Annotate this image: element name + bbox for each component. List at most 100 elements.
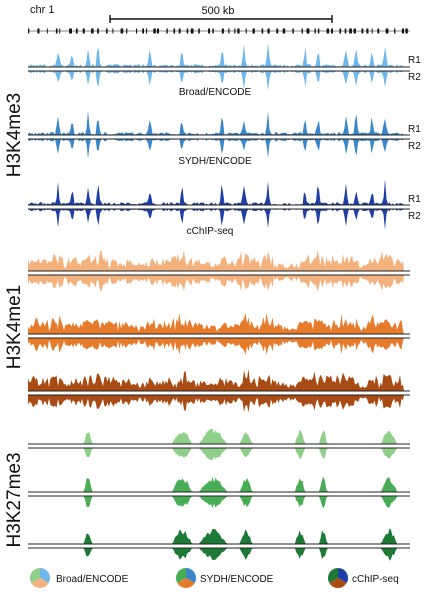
- track-h3k4me1-1: [28, 312, 410, 355]
- gene-tick: [186, 28, 189, 34]
- legend-pie-slice: [31, 578, 49, 588]
- gene-tick: [261, 28, 264, 34]
- gene-tick: [405, 28, 408, 34]
- gene-tick: [212, 28, 214, 34]
- gene-tick: [106, 28, 108, 34]
- gene-tick: [221, 28, 224, 34]
- legend-pie-slice: [186, 568, 196, 583]
- gene-tick: [366, 28, 369, 34]
- gene-tick: [371, 28, 373, 34]
- gene-tick: [276, 28, 279, 34]
- gene-tick: [126, 28, 128, 34]
- replicate-label-r1: R1: [408, 124, 421, 135]
- gene-tick: [385, 28, 389, 34]
- legend-pie-slice: [329, 578, 347, 588]
- gene-tick: [245, 28, 247, 34]
- signal-r2: [28, 338, 404, 355]
- gene-tick: [120, 28, 124, 34]
- gene-tick: [46, 28, 48, 34]
- signal-r1: [28, 250, 404, 271]
- gene-tick: [82, 28, 85, 34]
- group-label-h3k4me1: H3K4me1: [4, 285, 25, 370]
- track-label-sydh: SYDH/ENCODE: [178, 156, 252, 167]
- signal-r2: [28, 275, 404, 292]
- gene-tick: [267, 28, 270, 34]
- gene-tick: [91, 28, 94, 34]
- legend-pie-broad-icon: [30, 568, 50, 588]
- gene-tick: [208, 28, 210, 34]
- track-h3k4me1-2: [28, 369, 410, 413]
- gene-tick: [59, 28, 61, 34]
- track-label-broad: Broad/ENCODE: [179, 87, 252, 98]
- gene-tick: [401, 28, 404, 34]
- signal-tracks: [28, 42, 410, 561]
- gene-tick: [28, 28, 30, 34]
- group-label-h3k4me3: H3K4me3: [4, 93, 25, 178]
- legend-label-sydh: SYDH/ENCODE: [200, 574, 274, 585]
- gene-tick: [228, 28, 230, 34]
- gene-tick: [136, 28, 138, 34]
- gene-tick: [112, 28, 114, 34]
- gene-tick: [166, 28, 168, 34]
- gene-tick: [198, 28, 200, 34]
- gene-tick: [292, 28, 294, 34]
- track-h3k4me1-0: [28, 250, 410, 292]
- signal-r1: [28, 476, 404, 492]
- gene-tick: [377, 28, 380, 34]
- gene-tick: [331, 28, 333, 34]
- gene-tick: [306, 28, 310, 34]
- gene-annotation-track: [28, 28, 410, 34]
- gene-tick: [237, 28, 240, 34]
- signal-r2: [28, 448, 404, 461]
- gene-tick: [282, 28, 286, 34]
- track-label-cchip: cChIP-seq: [187, 226, 234, 237]
- gene-tick: [55, 28, 58, 34]
- gene-tick: [361, 28, 364, 34]
- track-h3k4me3-0: [28, 42, 410, 91]
- gene-tick: [69, 28, 72, 34]
- gene-tick: [349, 28, 352, 34]
- signal-r2: [28, 496, 404, 509]
- chromosome-label: chr 1: [30, 4, 54, 16]
- signal-r1: [28, 428, 404, 444]
- gene-tick: [301, 28, 303, 34]
- gene-tick: [153, 28, 156, 34]
- signal-r1: [28, 312, 404, 334]
- legend-pie-slice: [40, 568, 50, 583]
- signal-r1: [28, 369, 404, 391]
- gene-tick: [326, 28, 330, 34]
- gene-tick: [178, 28, 181, 34]
- legend-label-broad: Broad/ENCODE: [56, 574, 129, 585]
- gene-tick: [190, 28, 194, 34]
- gene-tick: [344, 28, 347, 34]
- gene-tick: [142, 28, 144, 34]
- gene-tick: [37, 28, 40, 34]
- gene-tick: [75, 28, 78, 34]
- legend-pie-slice: [176, 568, 186, 583]
- gene-tick: [173, 28, 176, 34]
- gene-tick: [317, 28, 320, 34]
- signal-r1: [28, 179, 404, 205]
- track-h3k4me3-2: [28, 179, 410, 230]
- gene-tick: [252, 28, 255, 34]
- legend-pie-slice: [30, 568, 40, 583]
- signal-r1: [28, 528, 404, 544]
- group-label-h3k27me3: H3K27me3: [4, 452, 25, 547]
- legend: Broad/ENCODE SYDH/ENCODE cChIP-seq: [30, 568, 399, 588]
- scale-bar-label: 500 kb: [201, 5, 234, 17]
- track-h3k4me3-1: [28, 110, 410, 159]
- legend-label-cchip: cChIP-seq: [352, 574, 399, 585]
- signal-r2: [28, 548, 404, 561]
- gene-tick: [394, 28, 396, 34]
- signal-r1: [28, 42, 404, 67]
- legend-pie-slice: [338, 568, 349, 583]
- replicate-label-r1: R1: [408, 55, 421, 66]
- gene-tick: [234, 28, 236, 34]
- replicate-label-r2: R2: [408, 211, 421, 222]
- gene-tick: [314, 28, 316, 34]
- track-h3k27me3-0: [28, 428, 410, 461]
- replicate-label-r2: R2: [408, 72, 421, 83]
- signal-r1: [28, 110, 404, 135]
- gene-tick: [97, 28, 99, 34]
